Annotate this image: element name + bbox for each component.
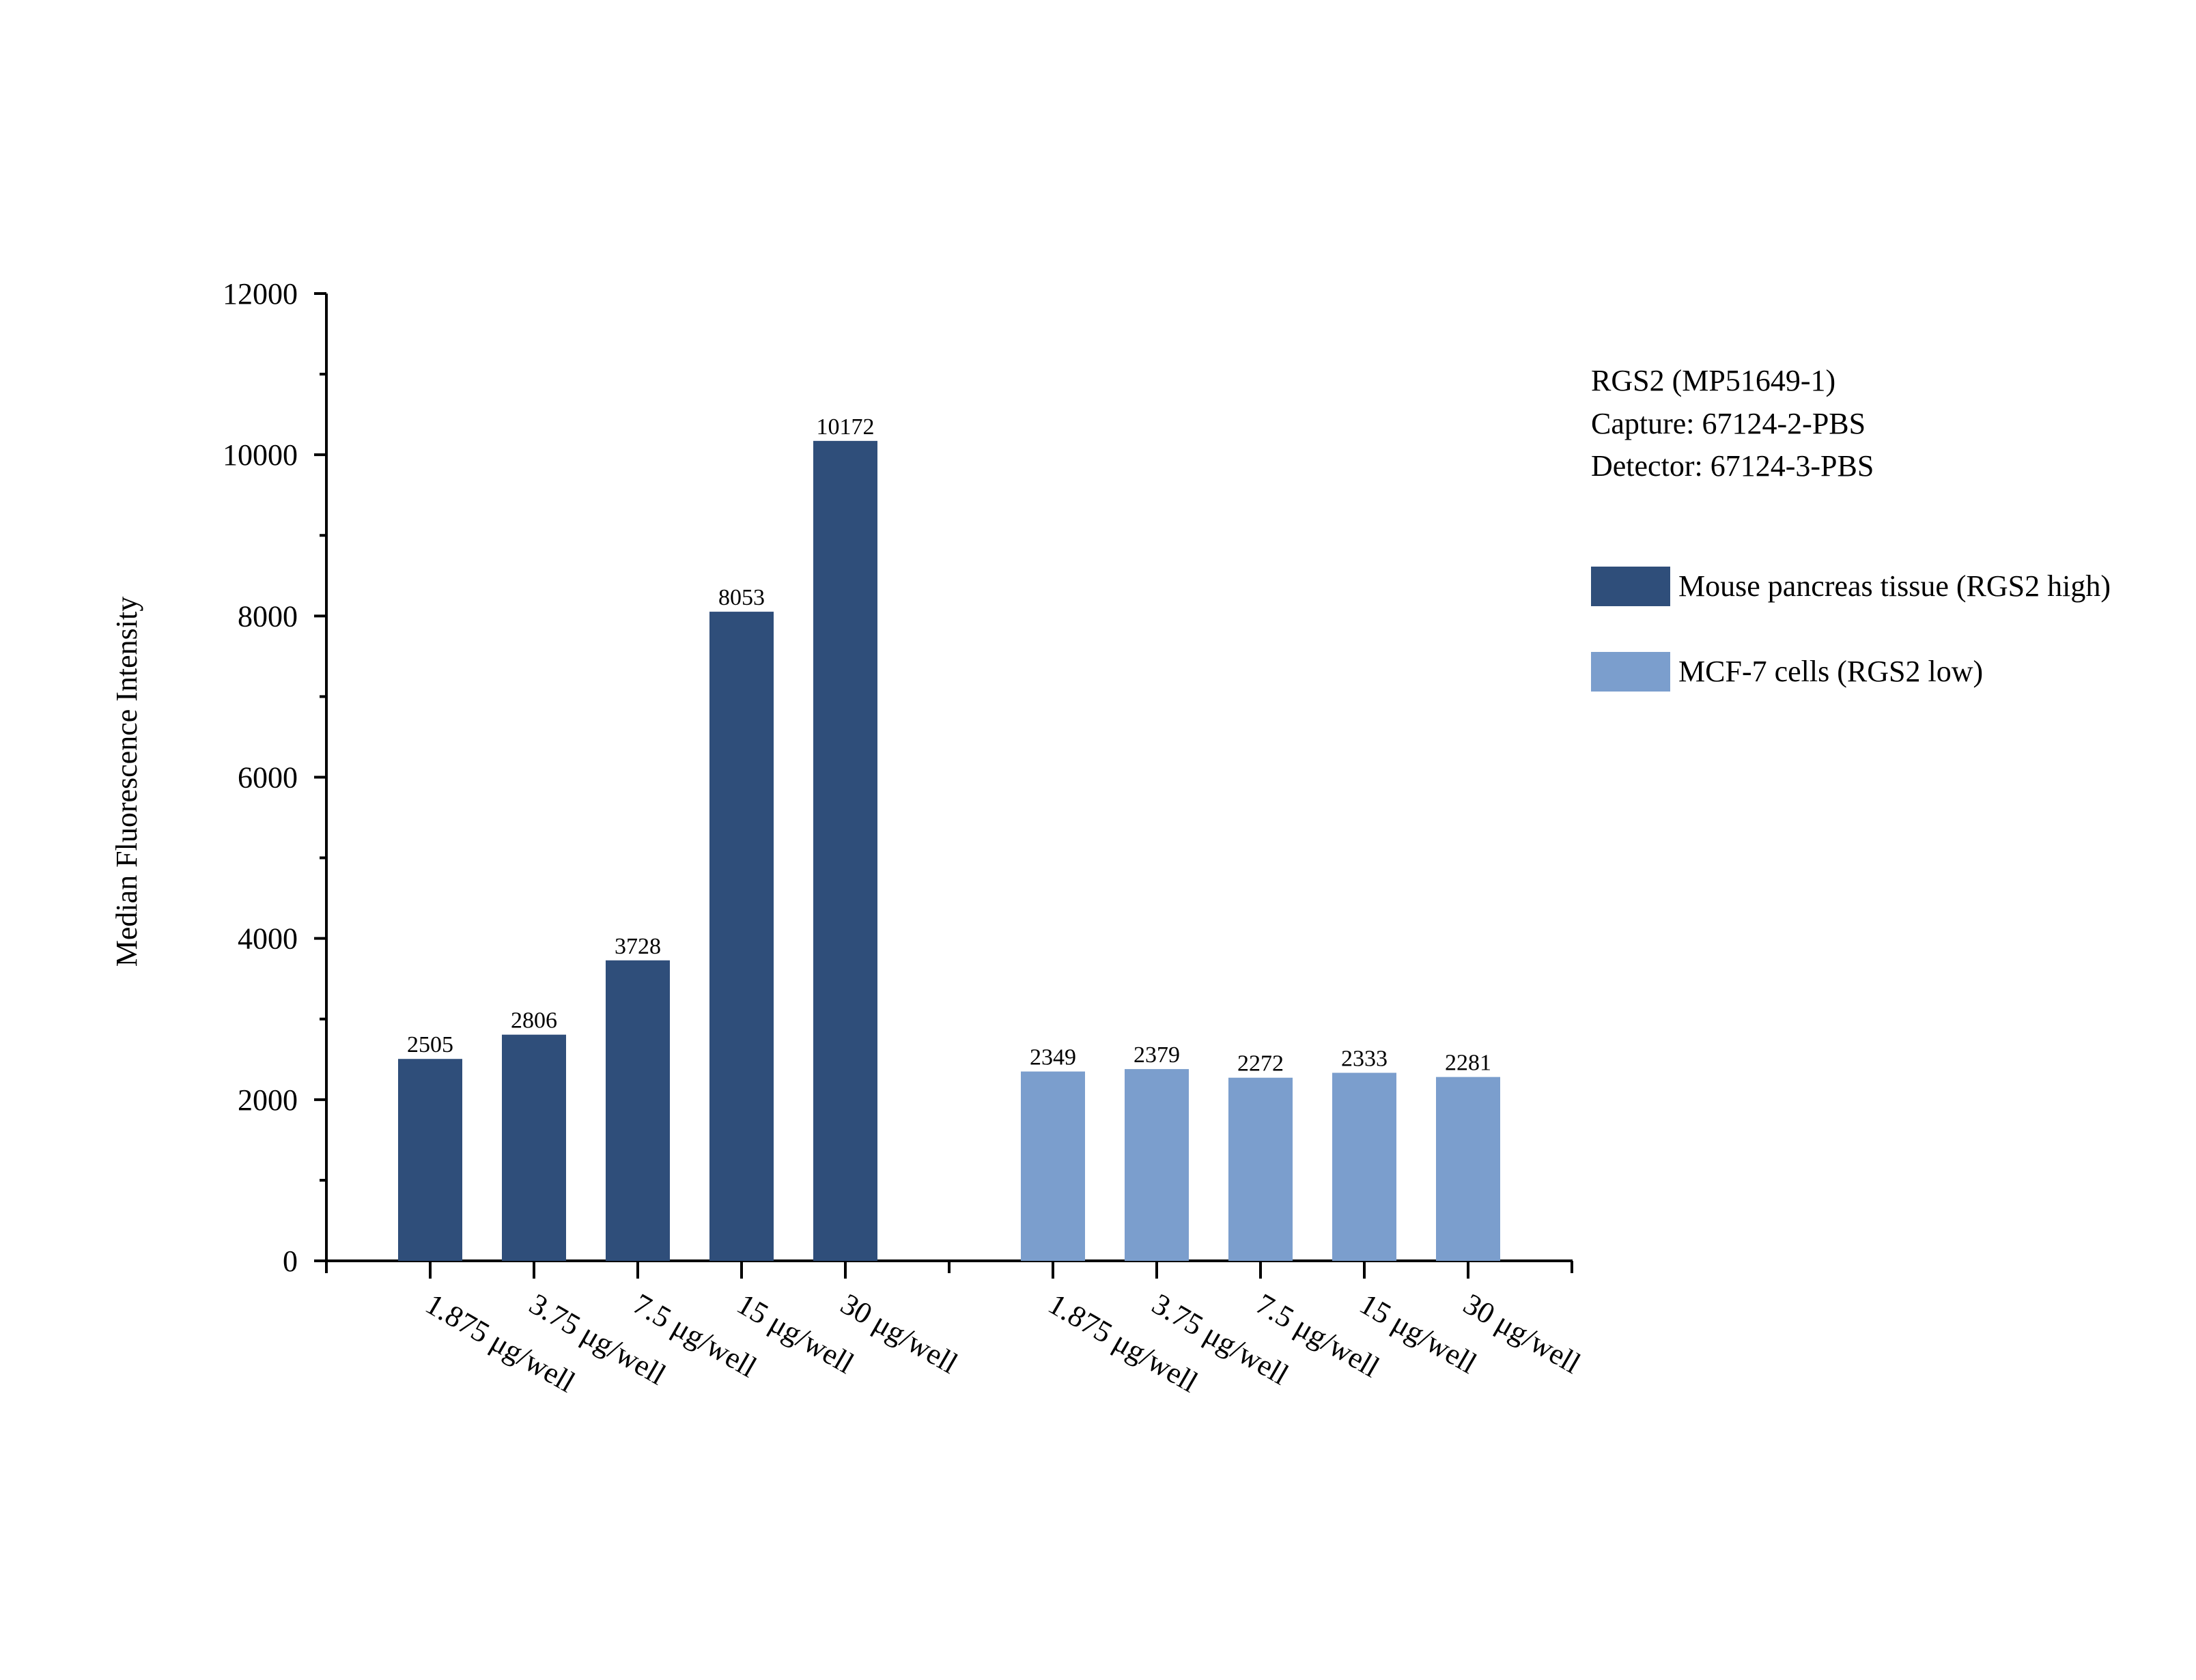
bar-value-label: 8053 <box>718 585 765 610</box>
y-tick-label: 12000 <box>223 277 298 311</box>
bar <box>502 1034 566 1261</box>
y-axis-label: Median Fluorescence Intensity <box>110 597 143 967</box>
bar-value-label: 2333 <box>1341 1047 1388 1072</box>
x-tick-label: 30 μg/well <box>835 1287 963 1380</box>
annotation: RGS2 (MP51649-1) Capture: 67124-2-PBS De… <box>1591 364 1874 483</box>
bar <box>1125 1069 1189 1261</box>
bar-value-label: 10172 <box>817 414 875 440</box>
annotation-line: Capture: 67124-2-PBS <box>1591 407 1866 440</box>
x-axis <box>325 1259 1573 1279</box>
bar-value-labels: 2505 2806 3728 8053 10172 2349 2379 2272 2333 228… <box>407 414 1491 1077</box>
x-tick-label: 30 μg/well <box>1458 1287 1586 1380</box>
y-tick-label: 10000 <box>223 438 298 472</box>
bar <box>813 440 877 1261</box>
legend-item: Mouse pancreas tissue (RGS2 high) <box>1591 567 2111 606</box>
legend-label: MCF-7 cells (RGS2 low) <box>1678 655 1983 688</box>
legend-swatch <box>1591 652 1670 692</box>
bar-value-label: 2349 <box>1030 1045 1076 1070</box>
bar <box>1021 1071 1085 1261</box>
legend-item: MCF-7 cells (RGS2 low) <box>1591 652 1983 692</box>
bar-value-label: 2272 <box>1237 1051 1284 1077</box>
bar <box>1332 1072 1396 1261</box>
annotation-line: RGS2 (MP51649-1) <box>1591 364 1835 397</box>
y-tick-label: 6000 <box>238 761 298 795</box>
annotation-line: Detector: 67124-3-PBS <box>1591 449 1874 483</box>
bar <box>1436 1077 1500 1261</box>
bar-value-label: 3728 <box>615 934 661 959</box>
bar-value-label: 2281 <box>1445 1051 1491 1076</box>
bar-value-label: 2379 <box>1134 1042 1180 1068</box>
bar <box>606 960 670 1261</box>
y-tick-label: 2000 <box>238 1083 298 1117</box>
bar <box>709 612 774 1261</box>
legend: Mouse pancreas tissue (RGS2 high) MCF-7 … <box>1591 567 2111 692</box>
y-tick-label: 4000 <box>238 922 298 956</box>
y-tick-label: 8000 <box>238 599 298 633</box>
y-tick-label: 0 <box>283 1244 298 1278</box>
bar <box>1228 1077 1293 1261</box>
legend-label: Mouse pancreas tissue (RGS2 high) <box>1678 569 2111 603</box>
legend-swatch <box>1591 567 1670 606</box>
y-axis: 0 2000 4000 6000 8000 10000 12000 <box>223 277 328 1278</box>
bar <box>398 1059 462 1261</box>
bar-value-label: 2806 <box>511 1008 557 1034</box>
bars <box>398 440 1500 1261</box>
bar-value-label: 2505 <box>407 1032 453 1057</box>
